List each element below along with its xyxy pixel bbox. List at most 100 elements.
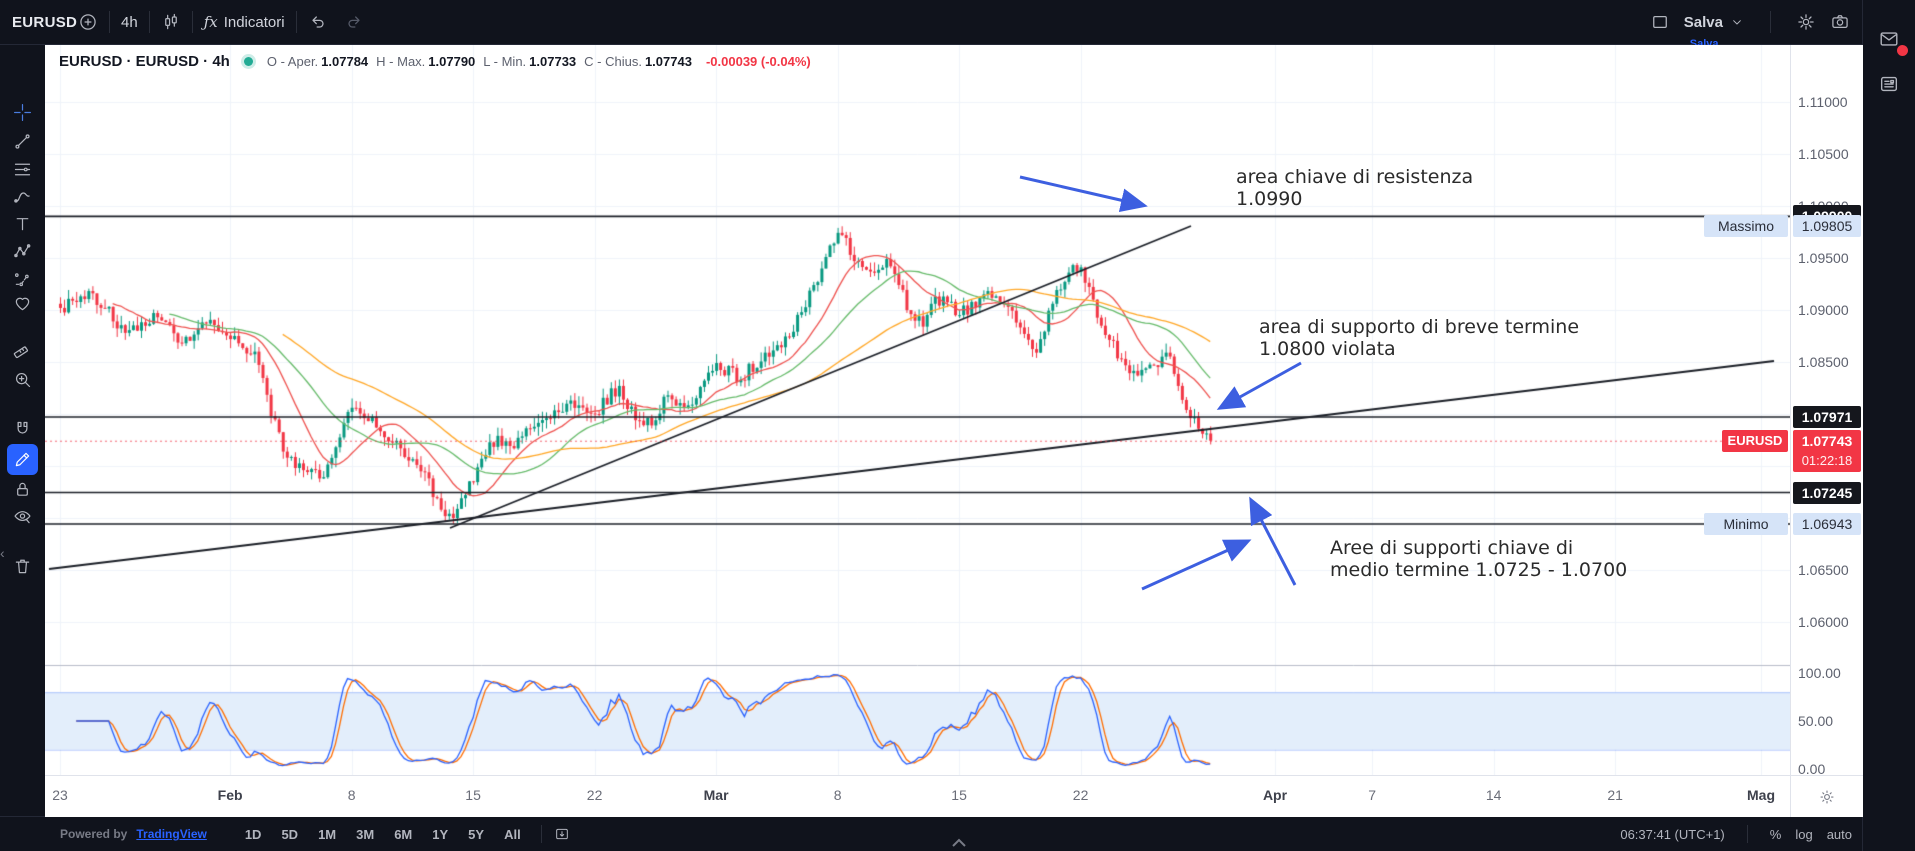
price-tick-label: 1.09000 [1798, 302, 1849, 318]
fib-retracement-tool[interactable] [7, 154, 38, 185]
undo-icon[interactable] [308, 12, 328, 32]
legend-symbol-title[interactable]: EURUSD · EURUSD · 4h [59, 53, 230, 70]
drawing-toolbar: ‹ [0, 45, 46, 816]
high-label: H - Max. [376, 54, 426, 69]
divider [295, 11, 297, 33]
range-all-button[interactable]: All [504, 826, 521, 842]
collapse-toolbar-chevron[interactable]: ‹ [0, 545, 5, 561]
range-5y-button[interactable]: 5Y [468, 826, 485, 842]
market-status-dot [243, 57, 253, 66]
open-value: 1.07784 [321, 54, 369, 69]
save-control[interactable]: Salva Salva [1683, 13, 1745, 50]
forecast-tool[interactable] [7, 264, 38, 295]
tradingview-link[interactable]: TradingView [136, 827, 207, 841]
time-tick-label: 7 [1368, 787, 1377, 803]
time-tick-label: 14 [1485, 787, 1502, 803]
range-1y-button[interactable]: 1Y [432, 826, 449, 842]
price-scale[interactable]: 1.110001.105001.100001.095001.090001.085… [1790, 45, 1863, 777]
range-1m-button[interactable]: 1M [318, 826, 337, 842]
time-tick-label: Feb [217, 787, 243, 803]
price-tick-label: 1.09500 [1798, 250, 1849, 266]
crosshair-tool[interactable] [7, 97, 38, 128]
clock-label[interactable]: 06:37:41 (UTC+1) [1620, 826, 1725, 842]
time-tick-label: 23 [52, 787, 68, 803]
topbar-right: Salva Salva [1650, 11, 1850, 50]
lock-all-tool[interactable] [7, 474, 38, 505]
add-symbol-icon[interactable] [78, 12, 98, 32]
redo-icon[interactable] [344, 12, 364, 32]
divider [148, 11, 150, 33]
settings-gear-icon[interactable] [1796, 12, 1816, 32]
low-value: 1.07733 [529, 54, 577, 69]
remove-all-tool[interactable] [7, 551, 38, 582]
range-5d-button[interactable]: 5D [281, 826, 299, 842]
time-tick-label: Mag [1747, 787, 1775, 803]
text-tool[interactable] [7, 208, 38, 239]
chart-legend: EURUSD · EURUSD · 4h O - Aper. 1.07784 H … [59, 53, 811, 70]
expand-panel-chevron-icon[interactable] [951, 836, 967, 851]
save-button[interactable]: Salva [1683, 13, 1723, 31]
auto-scale-button[interactable]: auto [1826, 826, 1852, 842]
range-6m-button[interactable]: 6M [394, 826, 413, 842]
bar-countdown: 01:22:18 [1801, 452, 1853, 468]
chart-pane: EURUSD · EURUSD · 4h O - Aper. 1.07784 H … [45, 45, 1863, 817]
line-price-label: 1.07245 [1793, 481, 1861, 504]
drawing-text-annotation[interactable]: area di supporto di breve termine 1.0800 … [1259, 316, 1580, 360]
price-tick-label: 1.06500 [1798, 562, 1849, 578]
low-label: L - Min. [483, 54, 527, 69]
extreme-name-label: Minimo [1704, 512, 1788, 535]
measure-tool[interactable] [7, 334, 38, 365]
extreme-value-label: 1.06943 [1793, 512, 1861, 535]
time-tick-label: 22 [586, 787, 603, 803]
magnet-tool[interactable] [7, 414, 38, 445]
brush-tool[interactable] [7, 181, 38, 212]
zoom-in-tool[interactable] [7, 364, 38, 395]
emoji-tool[interactable] [7, 288, 38, 319]
indicators-button[interactable]: ƒx Indicatori [204, 13, 285, 31]
chart-style-icon[interactable] [161, 12, 181, 32]
drawing-text-annotation[interactable]: Aree di supporti chiave di medio termine … [1330, 537, 1628, 581]
notifications-icon[interactable] [1878, 28, 1908, 56]
divider [1770, 11, 1771, 33]
notification-badge [1897, 45, 1908, 56]
bottombar-right: 06:37:41 (UTC+1) % log auto [1620, 825, 1852, 843]
extreme-value-label: 1.09805 [1793, 215, 1861, 238]
change-value: -0.00039 (-0.04%) [705, 54, 811, 69]
axis-settings-corner[interactable] [1790, 775, 1863, 817]
range-1d-button[interactable]: 1D [244, 826, 262, 842]
fx-icon: ƒx [203, 13, 218, 31]
range-3m-button[interactable]: 3M [356, 826, 375, 842]
symbol-button[interactable]: EURUSD [12, 13, 78, 31]
news-icon[interactable] [1878, 73, 1902, 97]
bottombar-left: Powered by TradingView 1D 5D 1M 3M 6M 1Y 5Y All [60, 824, 570, 845]
snapshot-camera-icon[interactable] [1830, 12, 1850, 32]
time-axis[interactable]: 23 Feb 8 15 22 Mar 8 15 22 Apr 7 14 21 Mag [45, 775, 1790, 817]
percent-scale-button[interactable]: % [1769, 826, 1782, 842]
right-sidebar [1862, 0, 1915, 851]
close-label: C - Chius. [584, 54, 642, 69]
price-chart-canvas[interactable] [45, 45, 1790, 775]
divider [1746, 825, 1748, 843]
goto-date-icon[interactable] [554, 826, 570, 842]
drawing-text-annotation[interactable]: area chiave di resistenza 1.0990 [1236, 166, 1474, 210]
divider [109, 11, 110, 33]
topbar-left: EURUSD 4h ƒx Indicatori [12, 11, 364, 33]
pattern-tool[interactable] [7, 236, 38, 267]
hide-all-tool[interactable] [7, 501, 38, 532]
trendline-tool[interactable] [7, 126, 38, 157]
oscillator-tick-label: 0.00 [1798, 761, 1826, 777]
log-scale-button[interactable]: log [1795, 826, 1813, 842]
oscillator-tick-label: 100.00 [1798, 665, 1841, 681]
layout-icon[interactable] [1650, 12, 1670, 32]
chevron-down-icon[interactable] [1729, 14, 1745, 30]
interval-button[interactable]: 4h [121, 13, 138, 31]
divider [540, 825, 542, 843]
drawing-mode-tool[interactable] [7, 444, 38, 475]
price-tick-label: 1.08500 [1798, 354, 1849, 370]
top-toolbar: EURUSD 4h ƒx Indicatori Salva Salva [0, 0, 1862, 50]
time-tick-label: 8 [833, 787, 842, 803]
time-tick-label: 22 [1072, 787, 1089, 803]
indicators-label: Indicatori [223, 13, 285, 31]
open-label: O - Aper. [266, 54, 319, 69]
